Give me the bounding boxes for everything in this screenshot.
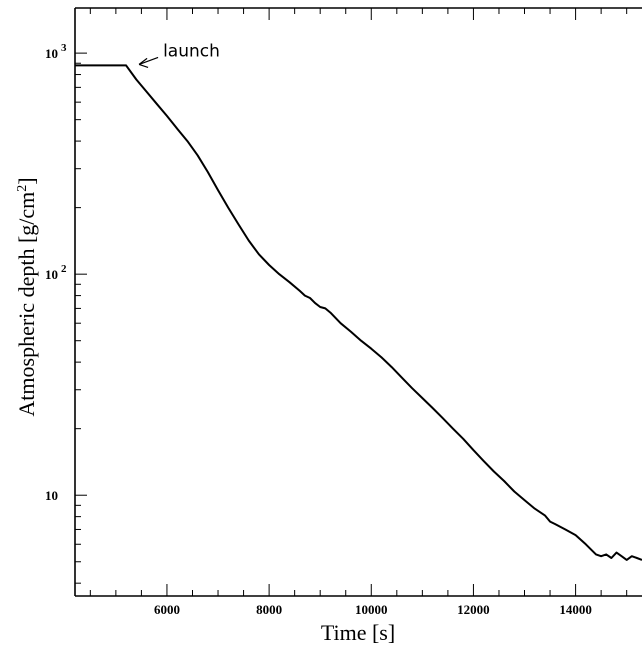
y-tick-label: 10 2 (45, 263, 67, 282)
x-tick-label: 12000 (457, 602, 490, 617)
plot-frame (74, 7, 642, 597)
y-axis-title-main: Atmospheric depth [g/cm (14, 192, 39, 417)
x-tick-label: 10000 (355, 602, 388, 617)
x-tick-label: 6000 (154, 602, 180, 617)
series-layer (75, 64, 642, 561)
annotation-arrow-head (138, 57, 149, 68)
x-tick-labels: 6000 8000 10000 12000 14000 (154, 602, 592, 617)
x-axis-title: Time [s] (321, 620, 395, 645)
y-tick-label: 10 3 (45, 42, 67, 61)
y-axis-title-sup: 2 (15, 185, 30, 192)
series-line (75, 64, 642, 561)
annotation-arrow-line (138, 56, 159, 65)
y-axis-title: Atmospheric depth [g/cm2] (14, 177, 39, 416)
annotation-label: launch (163, 41, 220, 61)
x-tick-label: 8000 (256, 602, 282, 617)
y-tick-label: 10 (45, 488, 58, 503)
x-tick-label: 14000 (559, 602, 592, 617)
axis-ticks (75, 8, 628, 596)
y-axis-title-close: ] (14, 177, 39, 184)
annotation-layer: launch (138, 41, 220, 68)
